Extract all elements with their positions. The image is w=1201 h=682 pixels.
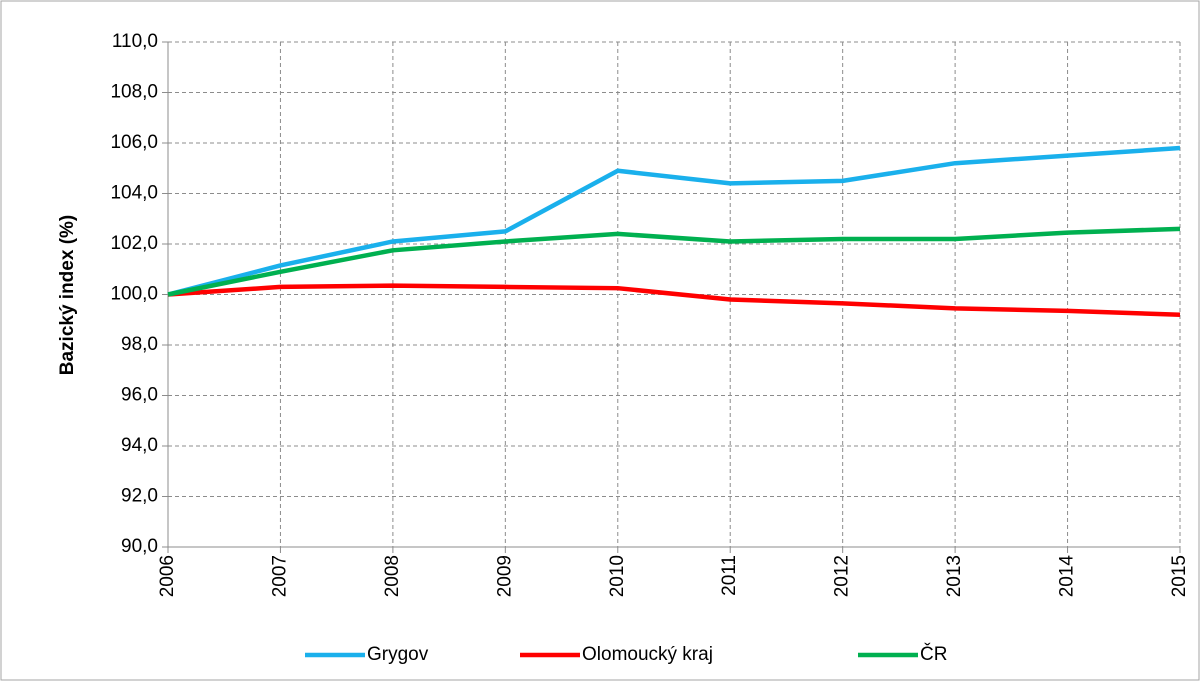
x-tick-label: 2014 xyxy=(1057,555,1078,598)
x-tick-label: 2009 xyxy=(494,555,515,597)
x-tick-label: 2010 xyxy=(607,555,628,597)
x-tick-label: 2013 xyxy=(944,555,965,597)
y-tick-label: 100,0 xyxy=(110,284,158,305)
y-tick-label: 102,0 xyxy=(110,233,158,254)
x-tick-label: 2012 xyxy=(832,555,853,597)
y-tick-label: 106,0 xyxy=(110,132,158,153)
legend-label: Grygov xyxy=(367,644,429,665)
series-line xyxy=(167,226,1181,297)
y-axis-label: Bazický index (%) xyxy=(57,215,78,376)
y-tick-label: 110,0 xyxy=(112,31,158,52)
y-tick-label: 108,0 xyxy=(110,82,158,103)
series-line xyxy=(167,283,1181,317)
y-tick-label: 96,0 xyxy=(121,385,158,406)
y-tick-label: 98,0 xyxy=(121,334,158,355)
y-tick-label: 92,0 xyxy=(121,486,158,507)
legend-label: Olomoucký kraj xyxy=(582,644,713,665)
x-tick-label: 2007 xyxy=(269,555,290,597)
legend-label: ČR xyxy=(920,643,947,665)
y-tick-label: 104,0 xyxy=(110,183,158,204)
y-tick-label: 94,0 xyxy=(121,435,158,456)
y-tick-label: 90,0 xyxy=(121,536,158,557)
x-tick-label: 2008 xyxy=(382,555,403,597)
series-line xyxy=(167,145,1181,297)
x-tick-label: 2015 xyxy=(1169,555,1190,597)
x-tick-label: 2011 xyxy=(719,555,740,596)
x-tick-label: 2006 xyxy=(157,555,178,597)
